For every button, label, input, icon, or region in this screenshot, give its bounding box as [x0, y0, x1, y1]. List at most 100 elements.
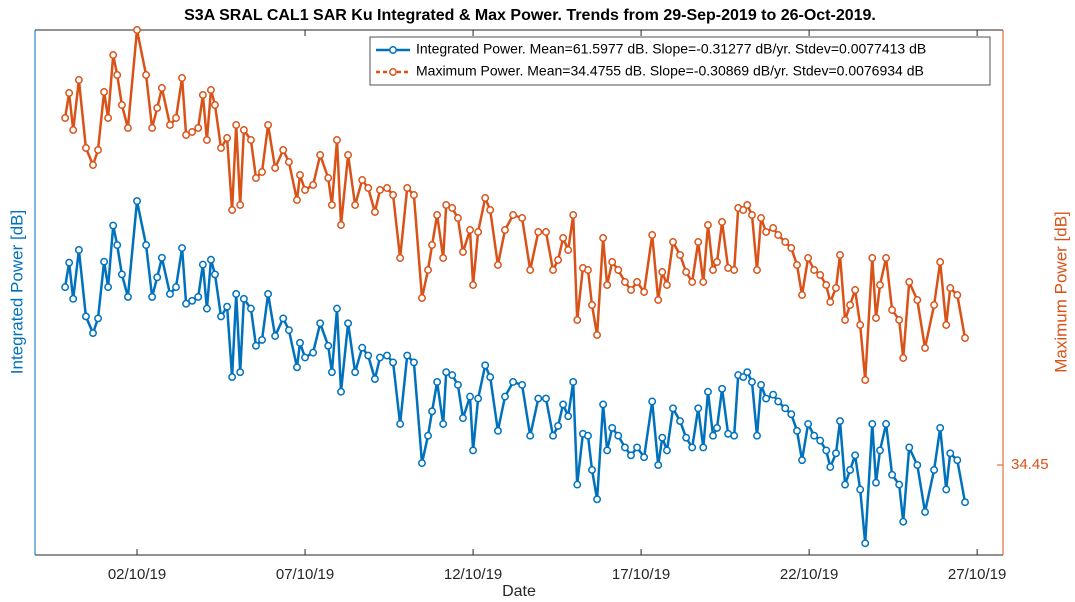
point-marker [739, 373, 748, 382]
point-marker [798, 291, 806, 299]
point-marker [953, 291, 962, 299]
point-marker [188, 296, 197, 305]
point-marker [627, 451, 635, 460]
point-marker [573, 480, 582, 489]
point-marker [459, 248, 467, 256]
point-marker [810, 266, 819, 274]
point-marker [142, 71, 151, 79]
point-marker [418, 294, 426, 302]
point-marker [899, 354, 908, 362]
point-marker [117, 101, 126, 109]
point-marker [846, 301, 855, 309]
point-marker [921, 508, 929, 516]
point-marker [526, 431, 535, 440]
point-marker [383, 351, 391, 360]
point-marker [113, 71, 122, 79]
point-marker [403, 351, 412, 360]
point-marker [61, 114, 70, 122]
point-marker [694, 404, 703, 413]
point-marker [232, 121, 241, 129]
point-marker [474, 228, 483, 236]
point-marker [104, 114, 113, 122]
point-marker [376, 353, 384, 362]
point-marker [518, 214, 527, 222]
point-marker [930, 301, 939, 309]
point-marker [946, 449, 955, 458]
point-marker [769, 390, 778, 399]
point-marker [694, 238, 703, 246]
x-tick-label: 17/10/19 [612, 566, 670, 583]
point-marker [534, 394, 543, 403]
point-marker [279, 146, 288, 154]
point-marker [774, 231, 783, 239]
point-marker [826, 298, 835, 306]
point-marker [271, 164, 280, 172]
point-marker [481, 194, 490, 202]
point-marker [913, 296, 922, 304]
point-marker [913, 461, 922, 470]
point-marker [217, 312, 225, 321]
point-marker [316, 319, 325, 328]
point-marker [442, 201, 451, 209]
point-marker [621, 443, 629, 452]
point-marker [822, 281, 831, 289]
point-marker [872, 314, 880, 322]
point-marker [217, 144, 225, 152]
point-marker [61, 283, 70, 292]
point-marker [787, 410, 796, 419]
point-marker [534, 228, 543, 236]
point-marker [872, 478, 880, 487]
point-marker [466, 392, 474, 401]
x-tick-label: 12/10/19 [444, 566, 502, 583]
point-marker [486, 206, 495, 214]
point-marker [148, 124, 157, 132]
point-marker [713, 423, 721, 432]
point-marker [718, 384, 727, 393]
point-marker [882, 420, 891, 428]
point-marker [424, 431, 432, 440]
point-marker [627, 286, 635, 294]
point-marker [296, 338, 304, 347]
point-marker [207, 86, 215, 94]
point-marker [953, 456, 962, 465]
point-marker [104, 283, 113, 292]
point-marker [133, 26, 141, 34]
point-marker [301, 353, 309, 362]
point-marker [493, 426, 502, 435]
point-marker [501, 226, 509, 234]
point-marker [337, 221, 345, 229]
point-marker [453, 380, 462, 389]
point-marker [822, 446, 831, 455]
point-marker [264, 121, 273, 129]
point-marker [936, 258, 945, 266]
point-marker [324, 174, 333, 182]
point-marker [94, 146, 102, 154]
point-marker [846, 465, 855, 474]
point-marker [804, 420, 813, 428]
point-marker [228, 206, 237, 214]
point-marker [293, 196, 301, 204]
point-marker [351, 201, 360, 209]
point-marker [930, 465, 939, 474]
point-marker [296, 171, 304, 179]
point-marker [279, 314, 288, 323]
point-marker [223, 134, 232, 142]
y2-tick-label: 34.45 [1011, 456, 1049, 473]
point-marker [704, 387, 712, 396]
point-marker [65, 258, 74, 267]
point-marker [569, 378, 578, 386]
point-marker [333, 304, 341, 313]
point-marker [905, 278, 914, 286]
point-marker [816, 271, 825, 279]
point-marker [133, 197, 141, 206]
point-marker [769, 224, 778, 232]
point-marker [223, 302, 232, 311]
legend-box [369, 36, 991, 86]
point-marker [466, 226, 474, 234]
series-line [63, 199, 967, 545]
y2-axis-label: Maximum Power [dB] [1051, 211, 1070, 373]
point-marker [804, 254, 813, 262]
point-marker [787, 244, 796, 252]
point-marker [389, 191, 398, 199]
